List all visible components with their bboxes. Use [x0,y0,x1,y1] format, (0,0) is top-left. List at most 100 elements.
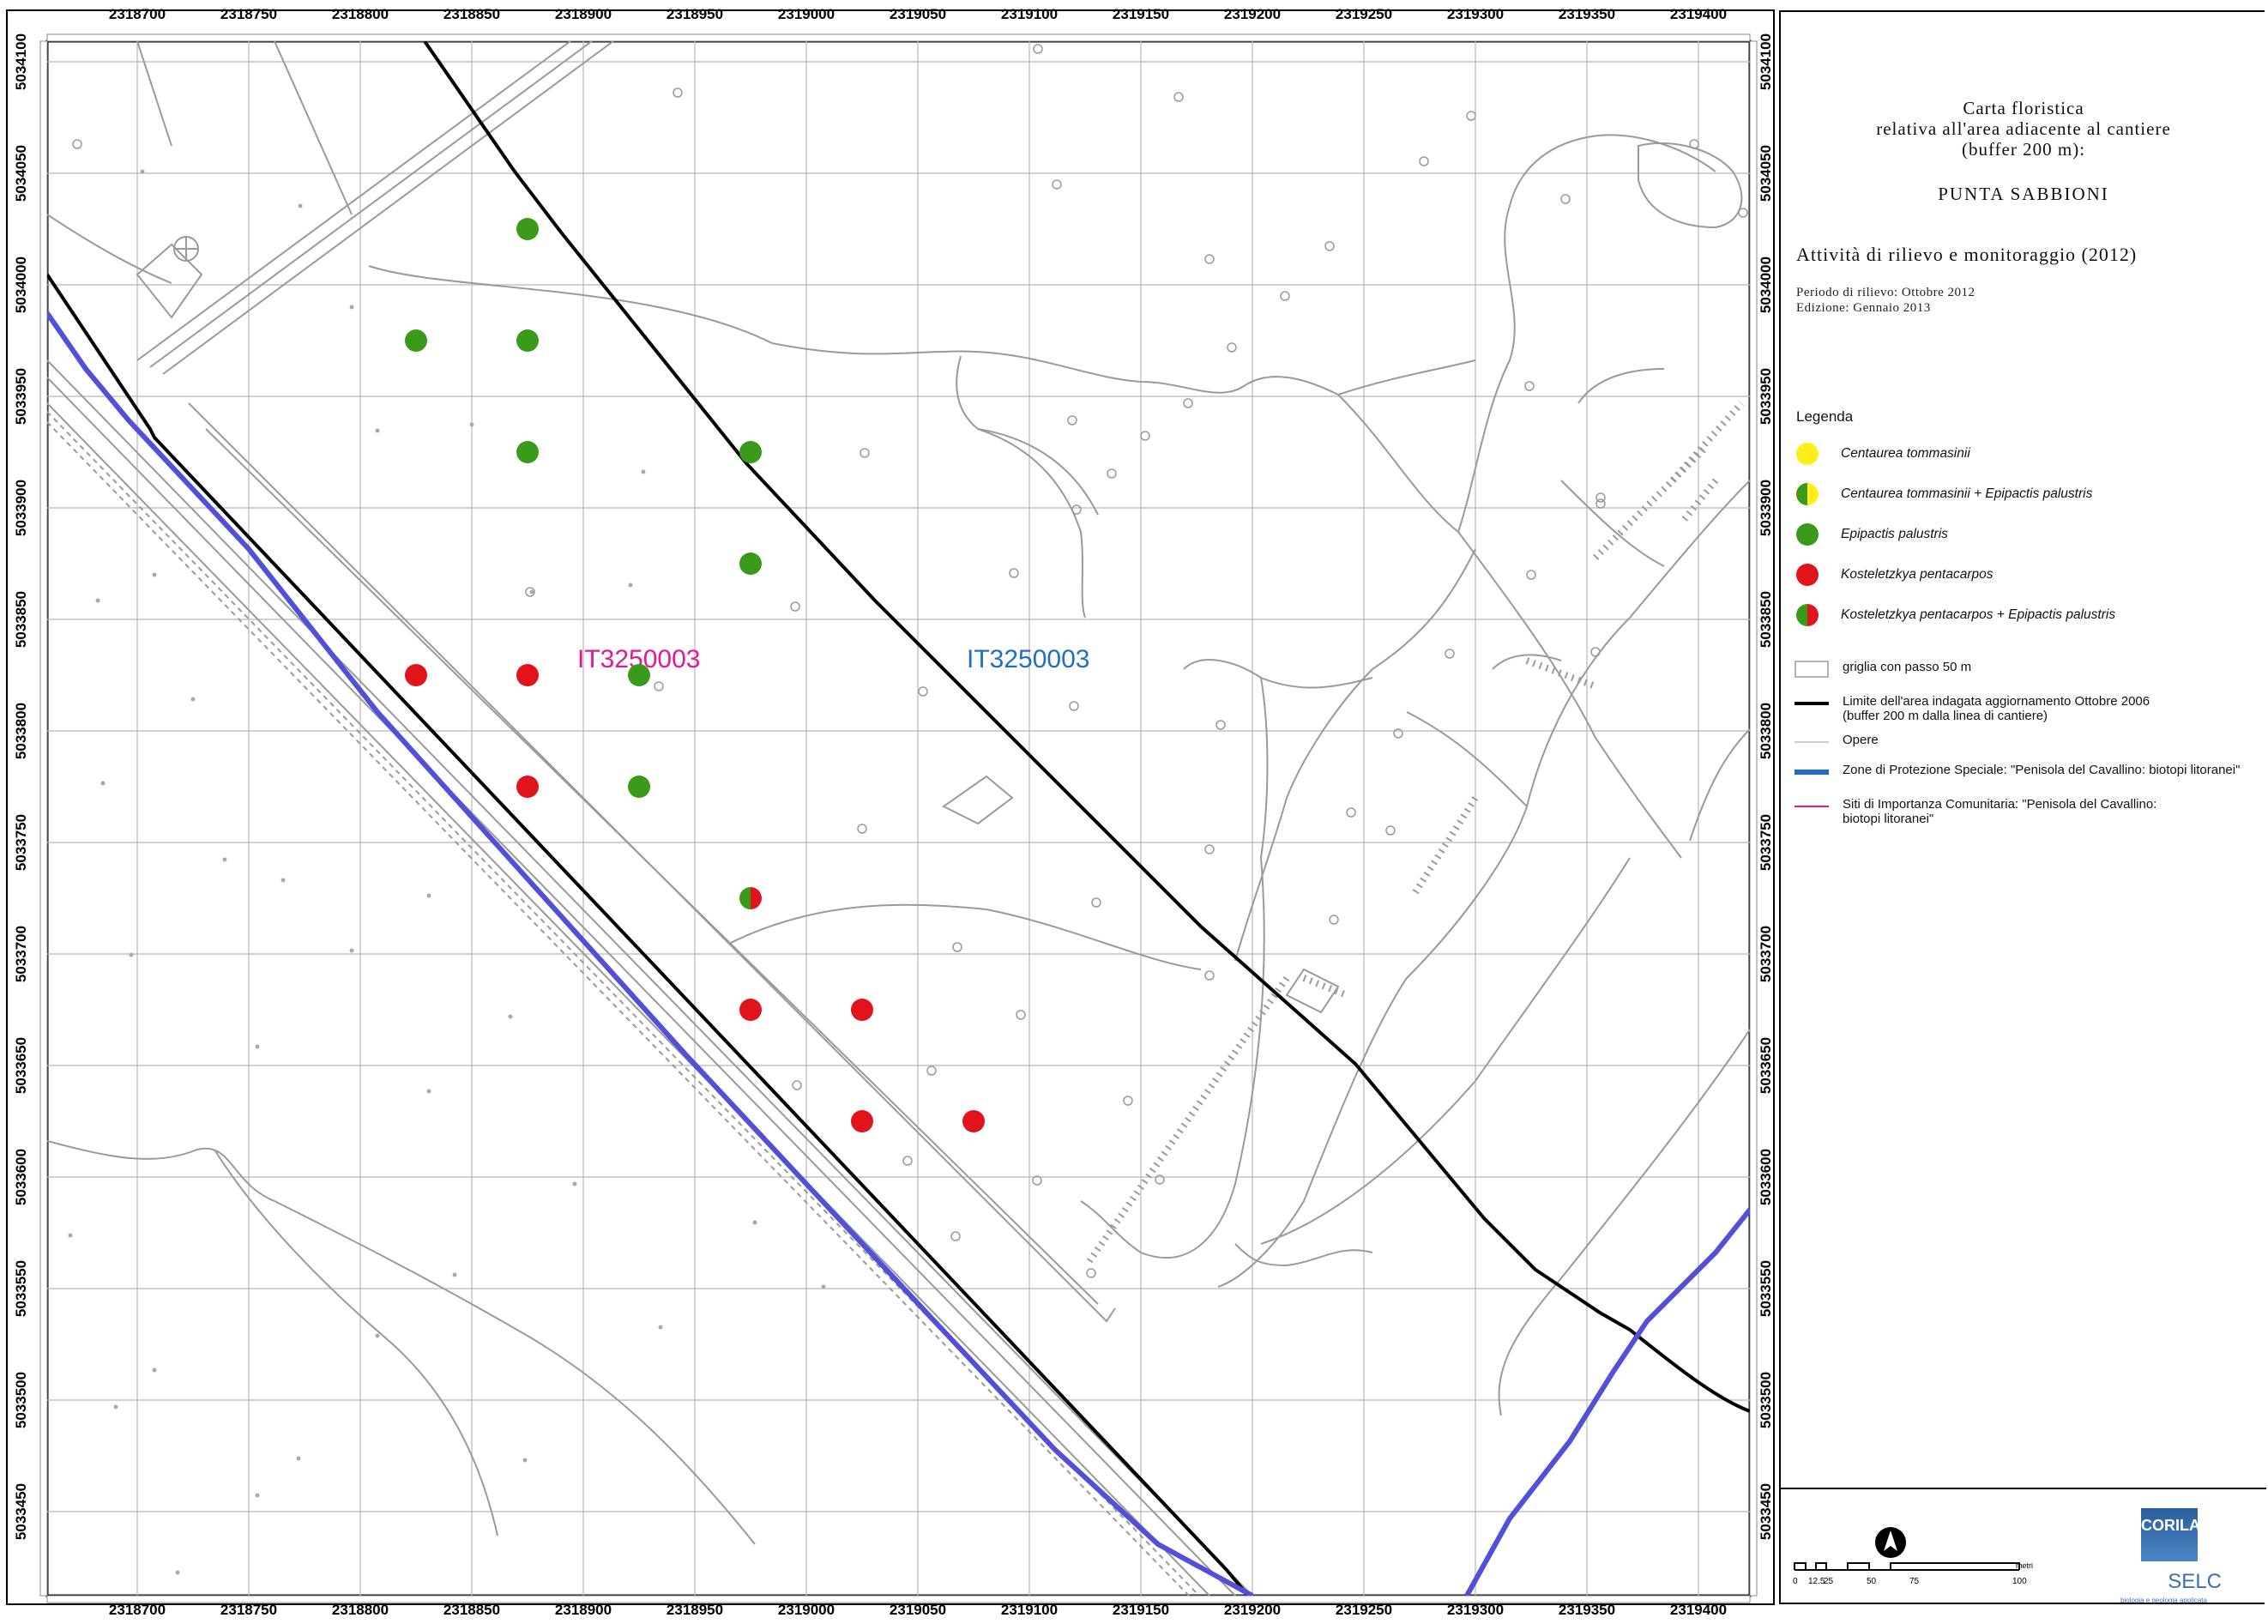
legend-label: Siti di Importanza Comunitaria: "Penisol… [1843,797,2157,826]
y-tick-label-left: 5033850 [13,591,29,648]
scale-tick: 25 [1824,1577,1834,1586]
y-tick-label-right: 5033800 [1758,703,1774,759]
y-tick-label-right: 5034100 [1758,33,1774,90]
grid-50m [47,41,1750,1596]
scale-tick: 100 [2012,1577,2027,1586]
north-scale-logos: 0 12.5 25 50 75 100 metri CORILA SELC bi… [1781,1488,2266,1608]
legend-item-kosteletzkya: Kosteletzkya pentacarpos [1794,562,1994,588]
y-tick-label-right: 5033700 [1758,926,1774,982]
point-kosteletzkya [962,1110,985,1132]
point-kosteletzkya [405,664,427,686]
boundary-line-icon [1794,702,1829,705]
zps-label: IT3250003 [967,645,1089,673]
opere-layer [47,41,1750,1596]
y-tick-label-right: 5033900 [1758,480,1774,536]
selc-logo: SELC biologia e geologia applicata [2120,1570,2222,1604]
scatter-symbols [72,44,1748,1278]
y-tick-label-right: 5033650 [1758,1037,1774,1094]
bank-hatches [1086,401,1744,1264]
y-tick-label-right: 5033550 [1758,1260,1774,1317]
point-epipactis [516,329,539,352]
x-tick-label-top: 2319300 [1447,6,1504,22]
sic-line-icon [1794,806,1829,807]
kosteletzkya-epipactis-symbol-icon [1796,604,1819,626]
y-tick-label-right: 5033600 [1758,1149,1774,1205]
legend-label: Kosteletzkya pentacarpos [1841,567,1994,582]
logos: CORILA SELC biologia e geologia applicat… [2115,1508,2244,1604]
zps-line-icon [1794,770,1829,775]
legend-label: Zone di Protezione Speciale: "Penisola d… [1843,763,2241,777]
point-epipactis [739,441,762,463]
x-tick-label-top: 2318850 [443,6,500,22]
x-tick-label-top: 2319150 [1113,6,1169,22]
x-tick-label-top: 2319200 [1224,6,1281,22]
y-tick-label-left: 5033800 [13,703,29,759]
site-name: PUNTA SABBIONI [1938,184,2109,204]
x-tick-label-bottom: 2319200 [1224,1602,1281,1618]
point-kosteletzkya-epipactis [739,887,762,909]
point-epipactis [628,664,650,686]
survey-boundary [47,41,1750,1596]
point-epipactis [516,218,539,240]
x-tick-label-bottom: 2319050 [890,1602,946,1618]
y-tick-label-left: 5034000 [13,257,29,313]
edition-date: Edizione: Gennaio 2013 [1796,301,1931,315]
title-line-2: relativa all'area adiacente al cantiere [1876,118,2171,139]
scale-tick: 50 [1867,1577,1877,1586]
corila-logo: CORILA [2141,1508,2200,1561]
x-tick-label-bottom: 2318900 [555,1602,612,1618]
epipactis-symbol-icon [1796,523,1819,546]
survey-period: Periodo di rilievo: Ottobre 2012 [1796,286,1975,299]
legend-label: Opere [1843,733,1879,747]
x-tick-label-bottom: 2318850 [443,1602,500,1618]
x-tick-label-bottom: 2319150 [1113,1602,1169,1618]
point-epipactis [516,441,539,463]
legend-label: Centaurea tommasinii + Epipactis palustr… [1841,486,2093,501]
x-tick-label-bottom: 2319300 [1447,1602,1504,1618]
legend-label: Centaurea tommasinii [1841,446,1970,461]
scatter-dots [68,169,826,1575]
point-kosteletzkya [739,999,762,1021]
point-kosteletzkya [516,664,539,686]
legend-label: Kosteletzkya pentacarpos + Epipactis pal… [1841,607,2116,622]
zps-boundary [47,311,1750,1596]
legend-item-sic: Siti di Importanza Comunitaria: "Penisol… [1794,797,2268,826]
legend-label: Limite dell'area indagata aggiornamento … [1843,694,2150,723]
north-arrow-icon [1875,1527,1906,1558]
x-tick-label-top: 2318900 [555,6,612,22]
x-tick-label-bottom: 2318700 [109,1602,166,1618]
x-tick-label-bottom: 2319000 [778,1602,835,1618]
x-tick-label-top: 2318750 [220,6,277,22]
legend-item-grid: griglia con passo 50 m [1794,660,2268,678]
grid-square-icon [1794,661,1829,678]
y-tick-label-right: 5033750 [1758,814,1774,871]
legend-label: Epipactis palustris [1841,527,1948,541]
x-tick-label-top: 2319100 [1001,6,1058,22]
scale-bar: 0 12.5 25 50 75 100 metri [1793,1561,2033,1586]
y-tick-label-left: 5033750 [13,814,29,871]
y-tick-label-left: 5033950 [13,368,29,425]
point-epipactis [628,776,650,798]
y-tick-label-left: 5034050 [13,145,29,202]
legend-title: Legenda [1796,408,1854,425]
title-line-3: (buffer 200 m): [1961,139,2086,160]
point-epipactis [739,552,762,575]
y-tick-label-left: 5033450 [13,1483,29,1540]
point-kosteletzkya [851,999,873,1021]
scale-tick: 75 [1909,1577,1920,1586]
y-tick-label-right: 5033500 [1758,1372,1774,1428]
legend-item-centaurea: Centaurea tommasinii [1794,441,1970,467]
scale-tick: 0 [1793,1577,1798,1586]
x-tick-label-top: 2319050 [890,6,946,22]
legend-item-boundary: Limite dell'area indagata aggiornamento … [1794,694,2268,723]
legend-label: griglia con passo 50 m [1843,660,1972,674]
point-kosteletzkya [851,1110,873,1132]
y-tick-label-left: 5033600 [13,1149,29,1205]
y-tick-label-right: 5033850 [1758,591,1774,648]
x-tick-label-top: 2319400 [1670,6,1727,22]
x-tick-label-top: 2318950 [667,6,723,22]
survey-points [405,218,985,1132]
kosteletzkya-symbol-icon [1796,564,1819,586]
x-tick-label-bottom: 2319100 [1001,1602,1058,1618]
